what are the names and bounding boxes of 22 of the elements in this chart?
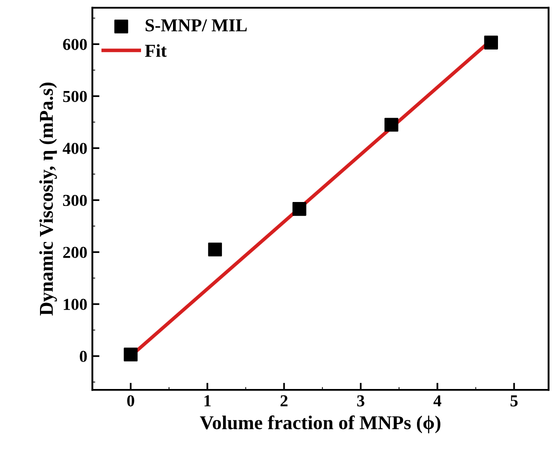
y-axis-title: Dynamic Viscosiy, η (mPa.s) [39,82,57,316]
y-tick-label: 400 [62,142,87,154]
point [124,348,138,362]
x-tick-label: 3 [357,395,364,406]
point [484,36,498,50]
legend-label: Fit [145,44,167,57]
x-axis-title: Volume fraction of MNPs (ϕ) [200,415,440,434]
legend-label: S-MNP/ MIL [146,19,247,32]
point [208,242,222,256]
x-tick-label: 2 [280,395,288,406]
y-tick-label: 500 [63,90,87,102]
point [292,202,306,216]
x-tick-label: 4 [433,395,442,406]
y-tick-label: 100 [64,298,87,310]
point [384,118,398,132]
y-tick-label: 200 [63,246,87,258]
x-tick-label: 5 [510,395,518,406]
y-tick-label: 0 [80,350,87,362]
y-tick-label: 300 [63,194,87,206]
y-tick-label: 600 [63,38,87,50]
x-tick-label: 0 [127,395,134,406]
x-tick-label: 1 [204,395,211,406]
